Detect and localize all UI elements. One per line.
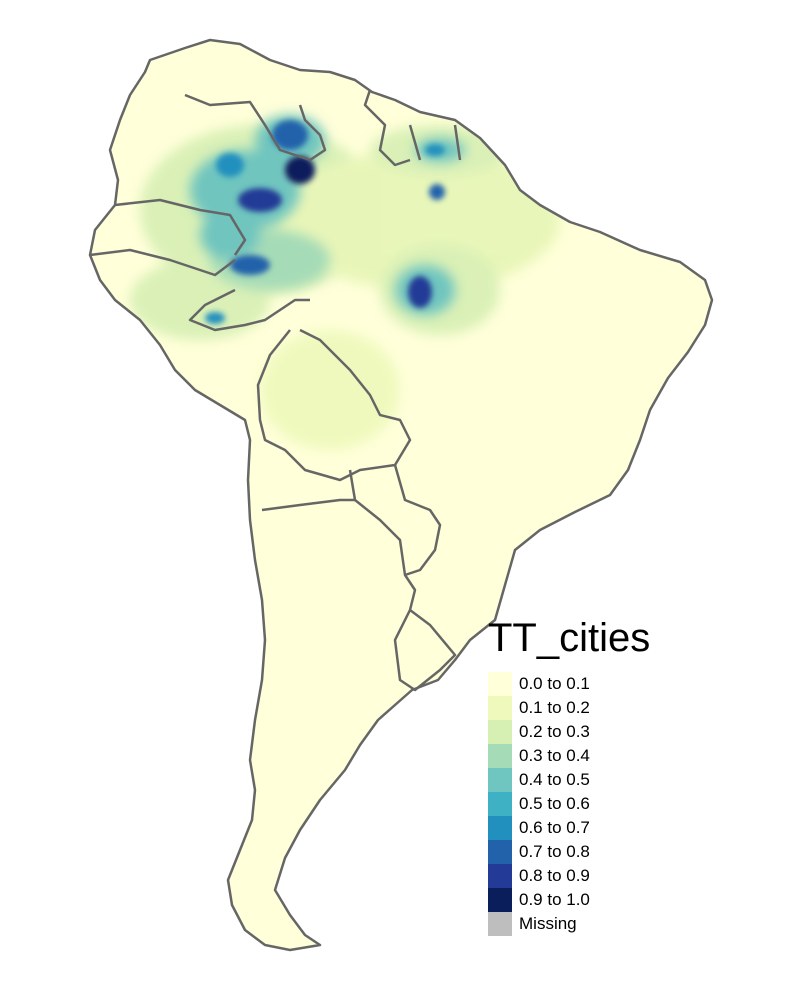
legend-label: 0.2 to 0.3: [519, 722, 590, 741]
legend-item: Missing: [488, 912, 650, 936]
legend-swatch: [488, 816, 512, 840]
legend-label: 0.1 to 0.2: [519, 698, 590, 717]
legend-label: 0.4 to 0.5: [519, 770, 590, 789]
legend-label: 0.5 to 0.6: [519, 794, 590, 813]
heat-overlay: [130, 115, 560, 450]
legend-label: 0.8 to 0.9: [519, 866, 590, 885]
legend-items: 0.0 to 0.1 0.1 to 0.2 0.2 to 0.3 0.3 to 0.4…: [488, 672, 650, 936]
legend-swatch: [488, 696, 512, 720]
legend-swatch: [488, 888, 512, 912]
legend-label: 0.9 to 1.0: [519, 890, 590, 909]
legend-item: 0.1 to 0.2: [488, 696, 650, 720]
legend-swatch: [488, 672, 512, 696]
legend-item: 0.4 to 0.5: [488, 768, 650, 792]
legend-item: 0.7 to 0.8: [488, 840, 650, 864]
legend-swatch: [488, 864, 512, 888]
legend-label: 0.3 to 0.4: [519, 746, 590, 765]
legend-item: 0.0 to 0.1: [488, 672, 650, 696]
legend-swatch: [488, 792, 512, 816]
legend-item: 0.9 to 1.0: [488, 888, 650, 912]
legend-title: TT_cities: [488, 616, 651, 660]
legend-label: Missing: [519, 914, 577, 933]
legend-item: 0.8 to 0.9: [488, 864, 650, 888]
legend-swatch: [488, 720, 512, 744]
legend-item: 0.3 to 0.4: [488, 744, 650, 768]
legend-label: 0.0 to 0.1: [519, 674, 590, 693]
legend-swatch: [488, 744, 512, 768]
legend-swatch: [488, 768, 512, 792]
legend-swatch: [488, 912, 512, 936]
legend-swatch: [488, 840, 512, 864]
country-borders: [88, 38, 714, 952]
legend-item: 0.2 to 0.3: [488, 720, 650, 744]
legend-label: 0.7 to 0.8: [519, 842, 590, 861]
legend-item: 0.5 to 0.6: [488, 792, 650, 816]
legend-label: 0.6 to 0.7: [519, 818, 590, 837]
map-legend: TT_cities 0.0 to 0.1 0.1 to 0.2 0.2 to 0.3…: [488, 618, 650, 936]
legend-item: 0.6 to 0.7: [488, 816, 650, 840]
